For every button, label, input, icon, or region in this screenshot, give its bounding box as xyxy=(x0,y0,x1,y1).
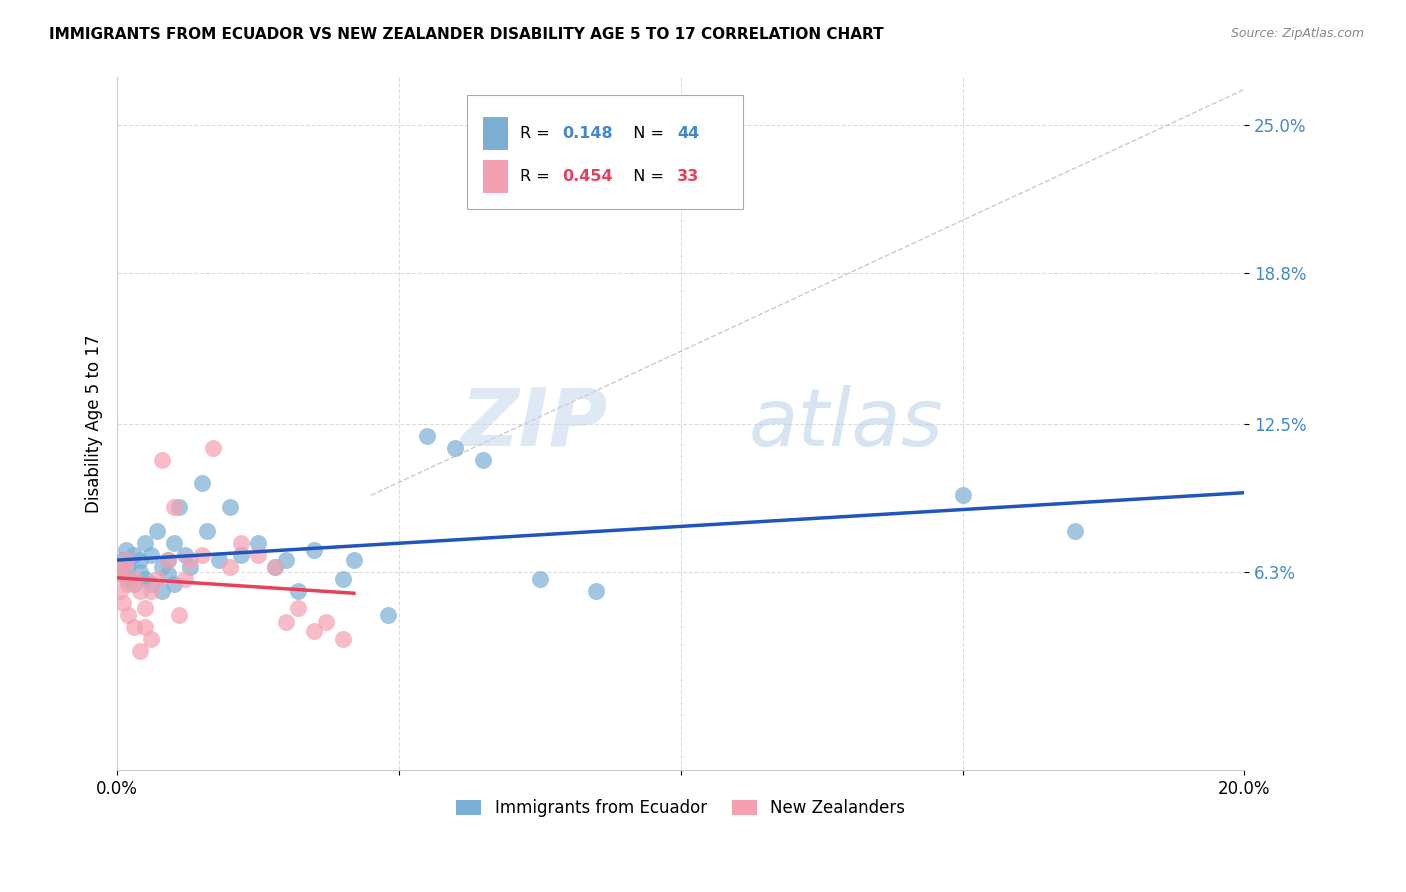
Point xyxy=(134,536,156,550)
Point xyxy=(128,643,150,657)
Text: 0.148: 0.148 xyxy=(562,126,613,141)
Point xyxy=(287,600,309,615)
Point xyxy=(162,576,184,591)
Point xyxy=(117,607,139,622)
Point xyxy=(114,543,136,558)
Point xyxy=(128,583,150,598)
Text: N =: N = xyxy=(623,126,669,141)
Point xyxy=(150,560,173,574)
Point xyxy=(952,488,974,502)
Point xyxy=(156,553,179,567)
Point xyxy=(179,560,201,574)
FancyBboxPatch shape xyxy=(484,160,509,193)
Point xyxy=(167,500,190,515)
Point xyxy=(122,572,145,586)
Point xyxy=(139,548,162,562)
Point xyxy=(122,548,145,562)
Text: Source: ZipAtlas.com: Source: ZipAtlas.com xyxy=(1230,27,1364,40)
Y-axis label: Disability Age 5 to 17: Disability Age 5 to 17 xyxy=(86,334,103,513)
Text: R =: R = xyxy=(520,169,554,184)
Point xyxy=(117,576,139,591)
Point xyxy=(332,572,354,586)
Text: IMMIGRANTS FROM ECUADOR VS NEW ZEALANDER DISABILITY AGE 5 TO 17 CORRELATION CHAR: IMMIGRANTS FROM ECUADOR VS NEW ZEALANDER… xyxy=(49,27,884,42)
Point xyxy=(108,567,131,582)
Point xyxy=(287,583,309,598)
Point xyxy=(276,553,298,567)
Point xyxy=(179,553,201,567)
Point xyxy=(529,572,551,586)
Point xyxy=(162,500,184,515)
Text: 33: 33 xyxy=(678,169,700,184)
Point xyxy=(207,553,229,567)
Point xyxy=(145,572,167,586)
Point xyxy=(117,572,139,586)
Point xyxy=(1064,524,1087,538)
Text: 0.454: 0.454 xyxy=(562,169,613,184)
Point xyxy=(247,548,270,562)
Point xyxy=(304,543,326,558)
Point xyxy=(585,583,607,598)
Point xyxy=(219,560,242,574)
Point xyxy=(444,441,467,455)
Point xyxy=(139,632,162,646)
Point xyxy=(167,607,190,622)
Point xyxy=(139,576,162,591)
Point xyxy=(111,560,134,574)
Point xyxy=(128,553,150,567)
Point xyxy=(195,524,218,538)
Point xyxy=(173,572,195,586)
Point xyxy=(332,632,354,646)
Point xyxy=(315,615,337,629)
Point xyxy=(108,560,131,574)
Point xyxy=(190,548,212,562)
Point xyxy=(231,536,253,550)
Point xyxy=(111,553,134,567)
Point xyxy=(134,572,156,586)
FancyBboxPatch shape xyxy=(467,95,742,209)
Point xyxy=(128,565,150,579)
Point xyxy=(111,567,134,582)
Legend: Immigrants from Ecuador, New Zealanders: Immigrants from Ecuador, New Zealanders xyxy=(450,793,912,824)
Point xyxy=(377,607,399,622)
Point xyxy=(117,560,139,574)
Point xyxy=(264,560,287,574)
Point xyxy=(190,476,212,491)
Point xyxy=(139,583,162,598)
Point xyxy=(108,583,131,598)
FancyBboxPatch shape xyxy=(484,117,509,150)
Text: 44: 44 xyxy=(678,126,700,141)
Point xyxy=(304,624,326,639)
Point xyxy=(173,548,195,562)
Point xyxy=(134,600,156,615)
Point xyxy=(122,620,145,634)
Point xyxy=(162,536,184,550)
Point xyxy=(111,596,134,610)
Text: atlas: atlas xyxy=(748,384,943,463)
Point xyxy=(150,583,173,598)
Point xyxy=(114,553,136,567)
Point xyxy=(145,524,167,538)
Point xyxy=(416,428,439,442)
Text: R =: R = xyxy=(520,126,554,141)
Point xyxy=(231,548,253,562)
Point xyxy=(343,553,366,567)
Point xyxy=(156,553,179,567)
Point xyxy=(219,500,242,515)
Point xyxy=(276,615,298,629)
Point xyxy=(156,567,179,582)
Point xyxy=(122,576,145,591)
Point xyxy=(150,452,173,467)
Point xyxy=(134,620,156,634)
Text: ZIP: ZIP xyxy=(460,384,607,463)
Point xyxy=(264,560,287,574)
Point xyxy=(247,536,270,550)
Point xyxy=(201,441,224,455)
Point xyxy=(472,452,495,467)
Text: N =: N = xyxy=(623,169,669,184)
